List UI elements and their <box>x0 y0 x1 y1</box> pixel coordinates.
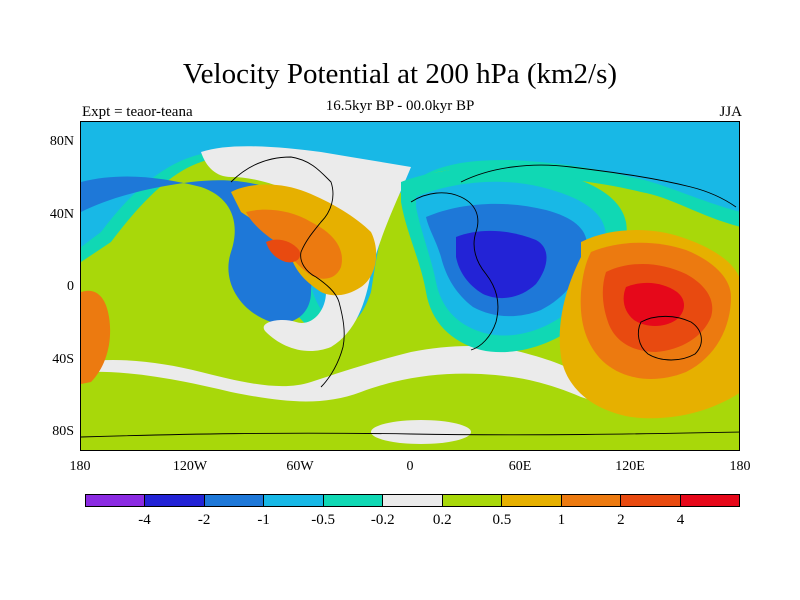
colorbar-label: 1 <box>557 512 566 528</box>
contour-zero-antarctic <box>371 420 471 444</box>
colorbar-segment <box>323 495 384 506</box>
colorbar-segment <box>145 495 205 506</box>
contour-plus4-maritime <box>623 282 685 326</box>
colorbar <box>85 494 740 507</box>
colorbar-segment <box>264 495 324 506</box>
map-panel <box>80 121 740 451</box>
x-tick-180w: 180 <box>69 459 91 474</box>
x-tick-120w: 120W <box>172 459 208 474</box>
coast-australia <box>637 315 702 361</box>
x-tick-120e: 120E <box>615 459 645 474</box>
contour-map <box>81 122 739 450</box>
y-tick-0: 0 <box>67 279 74 294</box>
coast-americas <box>230 156 345 388</box>
y-tick-80n: 80N <box>49 134 74 149</box>
map-subtitle: 16.5kyr BP - 00.0kyr BP <box>325 98 475 114</box>
colorbar-label: 0.5 <box>492 512 512 528</box>
contour-plus02-south <box>81 371 739 450</box>
contour-minus2-arabian <box>456 230 547 299</box>
contour-minus05-north <box>81 122 739 326</box>
colorbar-segment <box>621 495 681 506</box>
colorbar-segment <box>204 495 265 506</box>
coast-eurasia <box>460 164 737 208</box>
y-tick-80s: 80S <box>52 424 74 439</box>
y-tick-40s: 40S <box>52 352 74 367</box>
map-title: Velocity Potential at 200 hPa (km2/s) <box>182 58 618 90</box>
contour-plus1-caribbean <box>246 209 342 279</box>
colorbar-label: -4 <box>138 512 151 528</box>
y-tick-40n: 40N <box>49 207 74 222</box>
colorbar-segment <box>86 495 146 506</box>
x-tick-60e: 60E <box>508 459 532 474</box>
experiment-label: Expt = teaor-teana <box>82 104 193 120</box>
x-tick-0: 0 <box>406 459 414 474</box>
contour-minus02-north <box>81 122 739 340</box>
colorbar-label: -0.2 <box>370 512 395 528</box>
season-label: JJA <box>719 104 742 120</box>
colorbar-label: -1 <box>257 512 270 528</box>
coast-antarctica <box>81 431 739 438</box>
x-tick-180e: 180 <box>729 459 751 474</box>
contour-plus1-dateline <box>81 290 111 384</box>
coast-africa <box>410 192 499 351</box>
x-tick-60w: 60W <box>286 459 314 474</box>
coastlines <box>81 156 739 438</box>
colorbar-segment <box>502 495 562 506</box>
colorbar-label: -2 <box>197 512 211 528</box>
colorbar-segment <box>561 495 622 506</box>
contour-zero-americas <box>201 146 411 352</box>
colorbar-segment <box>442 495 503 506</box>
colorbar-segment <box>680 495 739 506</box>
contour-plus2-caribbean <box>266 239 301 263</box>
colorbar-label: 0.2 <box>432 512 452 528</box>
colorbar-label: -0.5 <box>311 512 336 528</box>
colorbar-segment <box>383 495 443 506</box>
colorbar-label: 4 <box>676 512 685 528</box>
colorbar-label: 2 <box>617 512 625 528</box>
